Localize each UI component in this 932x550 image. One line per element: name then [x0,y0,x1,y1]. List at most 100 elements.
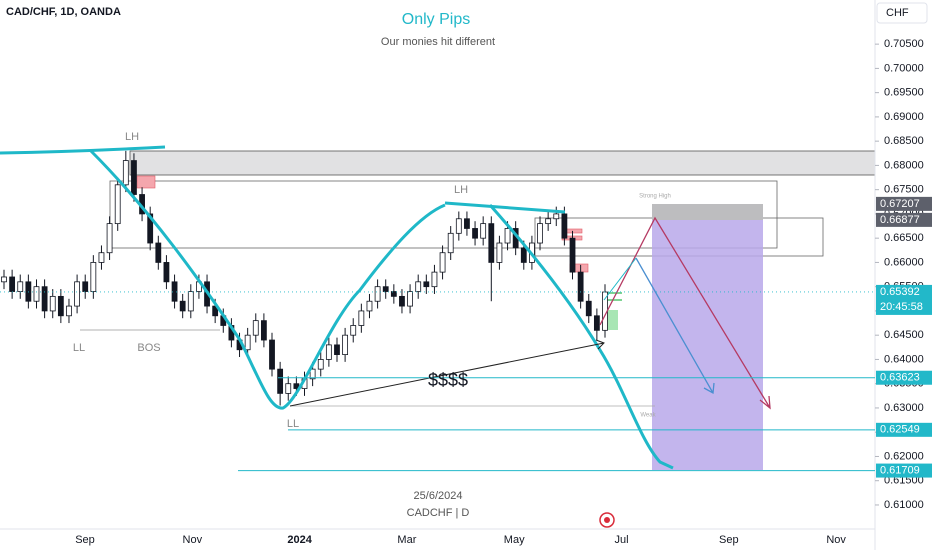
price-label-box [876,212,932,227]
candle-body [350,325,357,336]
x-tick-label: 2024 [287,534,312,546]
y-tick-label: 0.61500 [884,475,924,487]
candle-body [122,160,129,186]
target-zone [652,220,763,470]
candle-body [390,291,397,297]
y-tick-label: 0.66000 [884,256,924,268]
candle-body [577,271,584,302]
candle-body [277,368,284,394]
x-tick-label: Mar [397,534,416,546]
trend-curve [488,204,674,470]
candle-body [334,344,340,355]
y-tick-label: 0.63000 [884,402,924,414]
candle-body [33,286,40,302]
x-tick-label: Sep [75,534,95,546]
candle-body [131,160,137,195]
annotation: Strong High [639,194,671,200]
candle-body [415,281,422,292]
annotation: $$$$ [428,370,468,390]
x-tick-label: Sep [719,534,739,546]
candle-body [366,300,373,312]
flag-icon-dot [604,517,610,523]
candle-body [342,334,349,355]
candle-body [480,223,487,239]
candle-body [593,315,600,331]
candle-body [358,310,365,326]
candle-body [269,339,275,370]
candle-body [244,334,251,351]
price-label: 0.65392 [880,286,920,298]
projection-arrow [635,257,715,395]
price-label-box [876,422,932,437]
currency-box[interactable] [876,2,928,24]
candle-body [285,383,292,394]
candle-body [537,223,543,244]
annotation: LL [287,418,299,430]
price-label: 0.66877 [880,214,920,226]
candle-body [520,247,527,263]
candle-body [317,359,324,370]
candle-body [423,281,430,288]
x-tick-label: Jul [614,534,628,546]
candle-body [374,286,381,302]
candle-body [569,237,576,273]
y-tick-label: 0.61000 [884,499,924,511]
candle-body [464,218,470,229]
price-label: 0.63623 [880,372,920,384]
candle-body [407,291,413,307]
candle-body [74,281,80,307]
trend-curve [0,145,166,155]
candle-body [90,262,97,292]
candle-body [9,276,16,292]
stop-zone [652,204,763,220]
annotation: Weak [640,413,656,419]
chart-subtitle: Our monies hit different [381,36,495,48]
candle-body [561,213,568,239]
candle-body [585,300,592,317]
supply-zone [129,150,876,176]
candle-body [252,320,259,336]
price-label: 0.61709 [880,464,920,476]
candle-body [504,228,511,244]
y-tick-label: 0.68500 [884,135,924,147]
candle-body [163,262,170,283]
annotation: LL [73,342,85,354]
y-tick-label: 0.67500 [884,184,924,196]
price-label-box [876,370,932,385]
price-label-box [876,284,932,315]
x-tick-label: Nov [826,534,846,546]
candle-body [82,281,89,292]
y-tick-label: 0.64000 [884,353,924,365]
currency[interactable]: CHF [886,7,909,19]
price-label: 0.62549 [880,424,920,436]
candle-body [309,368,316,380]
y-tick-label: 0.68000 [884,159,924,171]
candle-body [325,344,332,360]
annotation: BOS [137,342,160,354]
candle-body [472,228,478,239]
price-label-box [876,463,932,478]
candle-body [155,242,162,263]
candle-body [439,252,446,273]
candle-body [17,281,24,292]
candle-body [553,213,560,220]
chart-title: Only Pips [402,11,470,28]
candle-body [1,276,7,283]
y-tick-label: 0.69000 [884,111,924,123]
candle-body [382,286,389,292]
y-tick-label: 0.64500 [884,329,924,341]
candle-body [455,218,462,234]
price-label: 0.67207 [880,198,920,210]
candle-body [106,223,113,254]
candle-body [41,286,48,312]
candle-body [431,271,438,288]
footer-date: 25/6/2024 [414,490,463,502]
annotation: LH [454,184,468,196]
countdown: 20:45:58 [880,301,923,313]
candle-body [399,295,405,307]
candle-body [187,291,194,312]
candle-body [179,300,186,312]
candle-body [114,184,121,225]
order-block [136,175,156,189]
